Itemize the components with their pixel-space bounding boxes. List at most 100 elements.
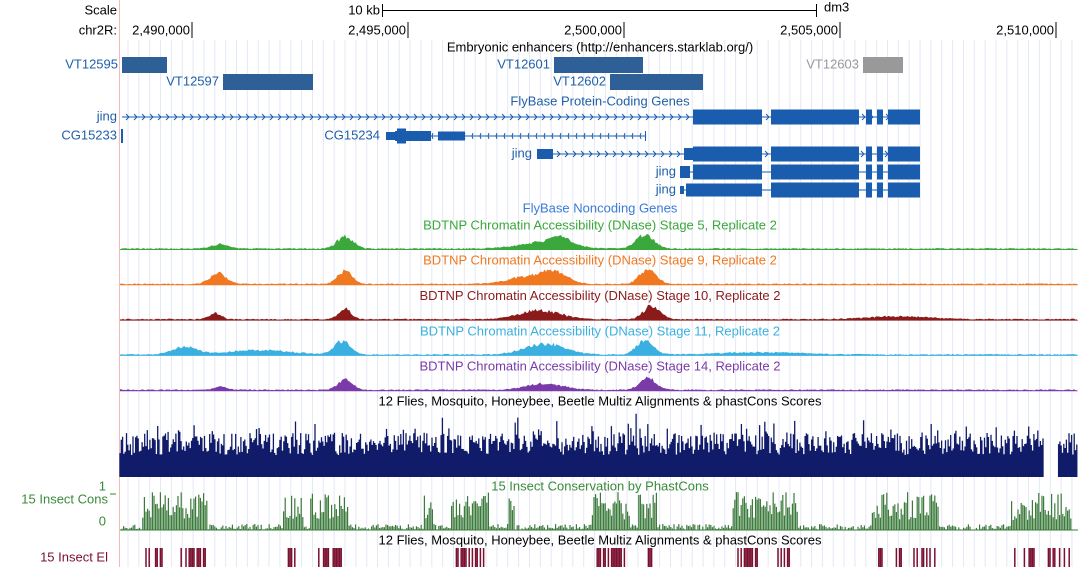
strand-arrow <box>221 113 226 121</box>
strand-arrow <box>501 113 506 121</box>
strand-arrow <box>519 132 522 140</box>
strand-arrow <box>629 113 634 121</box>
strand-arrow <box>596 150 601 158</box>
strand-arrow <box>437 113 442 121</box>
track-title: BDTNP Chromatin Accessibility (DNase) St… <box>420 323 780 338</box>
track-title: FlyBase Noncoding Genes <box>523 200 678 215</box>
scale-label: Scale <box>84 2 117 17</box>
strand-arrow <box>165 113 170 121</box>
strand-arrow <box>431 132 434 140</box>
strand-arrow <box>181 113 186 121</box>
exon <box>645 131 646 141</box>
alignment-bars <box>119 413 1078 477</box>
strand-arrow <box>525 113 530 121</box>
gene-label: jing <box>655 181 676 196</box>
strand-arrow <box>669 113 674 121</box>
strand-arrow <box>485 113 490 121</box>
enhancer-label: VT12601 <box>497 56 550 71</box>
strand-arrow <box>365 113 370 121</box>
strand-arrow <box>668 150 673 158</box>
strand-arrow <box>509 113 514 121</box>
tick-label: 2,490,000 <box>132 22 190 37</box>
exon <box>121 129 123 143</box>
strand-arrow <box>583 132 586 140</box>
strand-arrow <box>261 113 266 121</box>
strand-arrow <box>567 132 570 140</box>
exon <box>693 146 762 162</box>
strand-arrow <box>253 113 258 121</box>
gene-label: jing <box>511 145 532 160</box>
exon <box>438 131 465 141</box>
tick-label: 2,505,000 <box>780 22 838 37</box>
element-bars <box>145 548 1070 567</box>
strand-arrow <box>628 150 633 158</box>
strand-arrow <box>133 113 138 121</box>
strand-arrow <box>660 150 665 158</box>
strand-arrow <box>157 113 162 121</box>
strand-arrow <box>556 150 561 158</box>
exon <box>771 164 859 180</box>
strand-arrow <box>604 150 609 158</box>
strand-arrow <box>381 113 386 121</box>
strand-arrow <box>685 113 690 121</box>
exon <box>684 148 693 160</box>
tick-label: 2,495,000 <box>348 22 406 37</box>
exon <box>888 182 920 198</box>
signal <box>120 376 1078 392</box>
strand-arrow <box>429 113 434 121</box>
exon <box>693 164 762 180</box>
strand-arrow <box>645 113 650 121</box>
strand-arrow <box>453 113 458 121</box>
strand-arrow <box>285 113 290 121</box>
tick-label: 2,510,000 <box>996 22 1054 37</box>
strand-arrow <box>469 113 474 121</box>
gene-label: CG15233 <box>61 127 117 142</box>
strand-arrow <box>421 113 426 121</box>
exon <box>397 128 406 144</box>
strand-arrow <box>503 132 506 140</box>
strand-arrow <box>277 113 282 121</box>
exon <box>771 182 859 198</box>
strand-arrow <box>357 113 362 121</box>
strand-arrow <box>293 113 298 121</box>
enhancer <box>863 57 903 73</box>
strand-arrow <box>341 113 346 121</box>
strand-arrow <box>317 113 322 121</box>
exon <box>537 149 553 159</box>
exon <box>866 164 872 180</box>
strand-arrow <box>349 113 354 121</box>
strand-arrow <box>197 113 202 121</box>
strand-arrow <box>237 113 242 121</box>
strand-arrow <box>389 113 394 121</box>
strand-arrow <box>861 113 866 121</box>
enhancer <box>610 74 703 90</box>
strand-arrow <box>653 113 658 121</box>
strand-arrow <box>631 132 634 140</box>
scale-bar <box>382 4 817 17</box>
strand-arrow <box>565 113 570 121</box>
axis-label: 1 <box>99 478 106 493</box>
strand-arrow <box>605 113 610 121</box>
track-title: BDTNP Chromatin Accessibility (DNase) St… <box>419 288 780 303</box>
strand-arrow <box>245 113 250 121</box>
signal <box>120 234 1078 250</box>
strand-arrow <box>141 113 146 121</box>
strand-arrow <box>333 113 338 121</box>
gene-label: jing <box>96 108 117 123</box>
exon <box>888 146 920 162</box>
enhancer-label: VT12603 <box>806 56 859 71</box>
strand-arrow <box>461 113 466 121</box>
gene-label: jing <box>655 163 676 178</box>
scale-size: 10 kb <box>348 2 380 17</box>
enhancer-label: VT12595 <box>65 56 118 71</box>
strand-arrow <box>301 113 306 121</box>
strand-arrow <box>572 150 577 158</box>
exon <box>877 182 883 198</box>
strand-arrow <box>597 113 602 121</box>
track-title: 12 Flies, Mosquito, Honeybee, Beetle Mul… <box>379 393 822 408</box>
strand-arrow <box>495 132 498 140</box>
signal <box>120 340 1078 356</box>
track-title: BDTNP Chromatin Accessibility (DNase) St… <box>419 359 780 374</box>
exon <box>680 166 690 178</box>
strand-arrow <box>173 113 178 121</box>
